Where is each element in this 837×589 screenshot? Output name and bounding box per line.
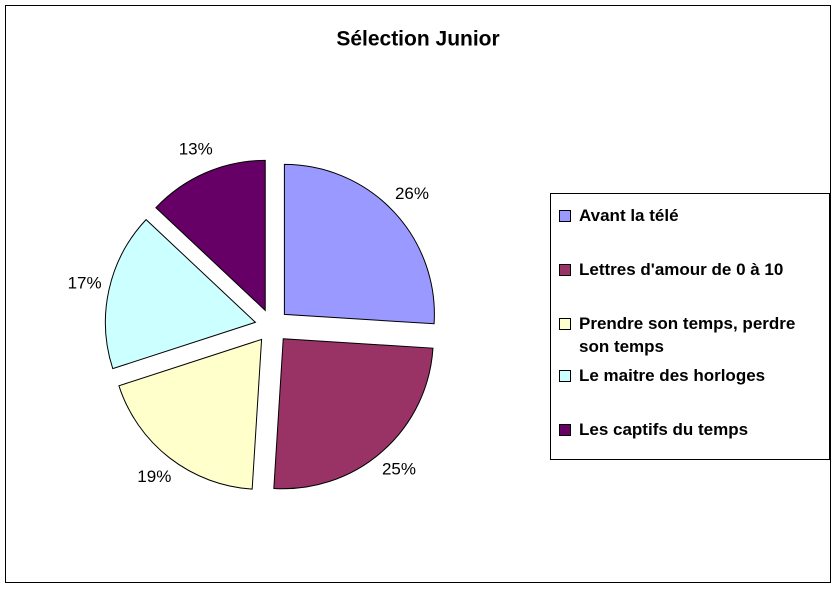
pie-slice (273, 338, 434, 490)
legend: Avant la télé Lettres d'amour de 0 à 10 Pr… (550, 193, 830, 460)
legend-label: Avant la télé (579, 206, 679, 225)
pie-slice (283, 163, 435, 325)
legend-swatch (559, 318, 571, 330)
data-label: 26% (395, 184, 429, 203)
legend-label: Le maitre des horloges (579, 366, 766, 385)
data-label: 25% (382, 460, 416, 479)
data-label: 19% (137, 467, 171, 486)
legend-entry: Les captifs du temps (559, 418, 821, 441)
legend-swatch (559, 424, 571, 436)
legend-entry: Lettres d'amour de 0 à 10 (559, 258, 821, 281)
pie-slice (118, 338, 263, 490)
legend-swatch (559, 210, 571, 222)
data-label: 13% (179, 139, 213, 158)
legend-label: Les captifs du temps (579, 420, 749, 439)
legend-entry: Avant la télé (559, 204, 821, 227)
pie-slice (155, 159, 266, 312)
legend-label: Lettres d'amour de 0 à 10 (579, 260, 784, 279)
legend-entry: Le maitre des horloges (559, 364, 821, 387)
pie-slice (104, 218, 257, 370)
legend-swatch (559, 264, 571, 276)
data-label: 17% (68, 274, 102, 293)
legend-label: Prendre son temps, perdre son temps (579, 314, 796, 356)
chart-title: Sélection Junior (336, 28, 499, 51)
legend-entry: Prendre son temps, perdre son temps (559, 312, 821, 358)
legend-swatch (559, 370, 571, 382)
